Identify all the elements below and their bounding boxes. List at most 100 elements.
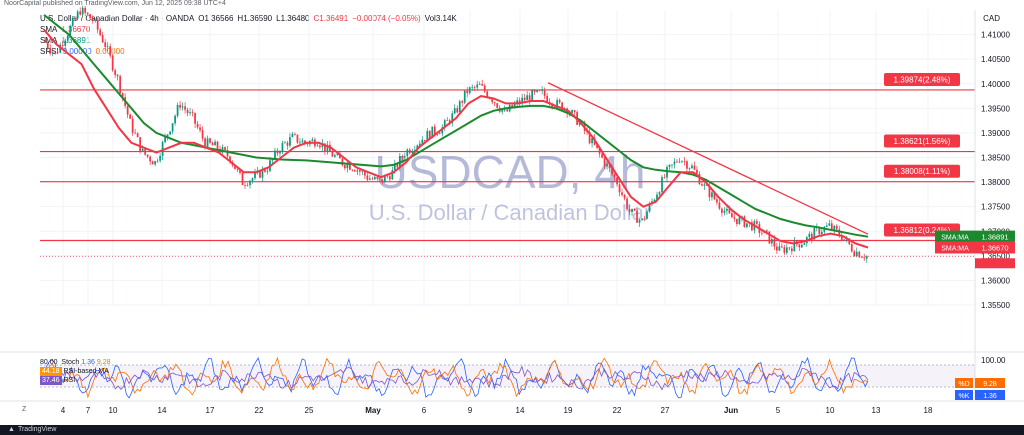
rsi-line <box>43 365 869 391</box>
candle <box>49 44 52 56</box>
candle-body <box>144 149 147 155</box>
candle-body <box>596 144 598 148</box>
candle <box>411 148 414 155</box>
candle <box>194 112 196 129</box>
chart-legend: U.S. Dollar / Canadian Dollar · 4h · OAN… <box>40 13 457 57</box>
level-label-bg <box>884 164 960 178</box>
osc-badge: %D 9.28 <box>955 378 1005 388</box>
candle <box>106 42 109 51</box>
level-label-text: 1.39874(2.48%) <box>894 75 951 84</box>
candle <box>99 27 102 37</box>
candle-body <box>468 87 471 94</box>
candle-body <box>194 112 196 124</box>
candle-body <box>186 109 189 114</box>
candle-body <box>825 225 828 227</box>
candle <box>344 164 346 171</box>
ma-name-bg <box>935 241 975 254</box>
candle-body <box>411 151 414 154</box>
candle <box>111 54 114 72</box>
candle <box>531 89 534 101</box>
candle-body <box>623 194 626 199</box>
candle <box>244 181 246 189</box>
candle-body <box>131 118 134 133</box>
candle-body <box>311 139 314 142</box>
candle <box>189 108 191 116</box>
candle-body <box>840 235 843 241</box>
y-tick-label: 1.41000 <box>981 31 1010 40</box>
candle-body <box>516 100 519 104</box>
level-label-bg <box>884 134 960 148</box>
symbol-title[interactable]: U.S. Dollar / Canadian Dollar · 4h · OAN… <box>40 14 195 23</box>
price-chart[interactable]: USDCAD, 4h U.S. Dollar / Canadian Dollar… <box>0 0 1024 425</box>
trendline <box>547 82 869 235</box>
candle <box>64 38 67 51</box>
candle <box>661 175 663 193</box>
candle-body <box>783 247 786 253</box>
candle-body <box>111 55 114 71</box>
candle-body <box>134 132 137 134</box>
candle <box>743 215 746 228</box>
low-value: L1.36480 <box>276 14 310 23</box>
candle <box>96 17 99 34</box>
candle <box>319 144 321 150</box>
sma-fast-legend[interactable]: SMA 1.36670 <box>40 25 91 34</box>
candle-body <box>658 192 661 195</box>
candle-body <box>606 164 608 167</box>
candle-body <box>683 161 686 162</box>
candle <box>691 163 693 169</box>
candle-body <box>299 142 301 144</box>
candle <box>368 174 371 181</box>
candle <box>855 247 858 258</box>
candle <box>159 152 161 163</box>
candle-body <box>820 231 823 235</box>
candle-body <box>423 139 426 141</box>
candle-body <box>139 137 142 152</box>
footer-bar <box>0 425 1024 435</box>
candle <box>403 152 406 160</box>
close-value: C1.36491 <box>313 14 349 23</box>
candle-body <box>591 138 593 144</box>
candle-body <box>706 184 708 186</box>
candle-body <box>835 225 838 230</box>
candle <box>521 93 524 107</box>
candle-body <box>461 101 464 103</box>
y-tick-label: 1.35500 <box>981 301 1010 310</box>
candle-body <box>101 35 104 43</box>
sma-slow-legend[interactable]: SMA 1.36891 <box>40 36 91 45</box>
x-tick-label: 27 <box>661 406 670 415</box>
candle-body <box>79 11 82 15</box>
candle-body <box>686 161 688 169</box>
osc-scale-top: 80.00 <box>40 359 58 366</box>
candle <box>746 223 748 229</box>
candle <box>636 206 638 223</box>
candle <box>671 164 673 169</box>
candle-body <box>433 126 436 134</box>
candle-body <box>388 176 391 180</box>
candle-body <box>526 95 529 101</box>
x-tick-label: 22 <box>255 406 264 415</box>
candle-body <box>770 239 773 244</box>
candle <box>468 86 471 95</box>
candle-body <box>438 133 441 135</box>
zoom-label[interactable]: Z <box>22 406 27 413</box>
candle <box>291 131 294 138</box>
candle <box>46 40 49 51</box>
candle <box>196 120 199 130</box>
candle <box>853 249 856 257</box>
candle-body <box>206 138 209 148</box>
candle-body <box>251 178 254 181</box>
candle <box>353 168 356 172</box>
candle-body <box>291 133 294 138</box>
level-label-text: 1.38621(1.56%) <box>894 137 951 146</box>
candle <box>254 168 256 180</box>
candle-body <box>366 175 369 180</box>
candle <box>463 90 466 105</box>
candle-body <box>521 97 524 104</box>
candle-body <box>850 244 853 252</box>
candle-body <box>181 106 184 108</box>
tradingview-logo[interactable]: ▲ TradingView <box>8 426 57 433</box>
candle-body <box>386 175 389 177</box>
ma-value-bg <box>975 241 1015 254</box>
candle <box>641 218 643 222</box>
price-axis: 1.41000 1.40500 1.40000 1.39500 1.39000 1.385… <box>974 10 1010 400</box>
